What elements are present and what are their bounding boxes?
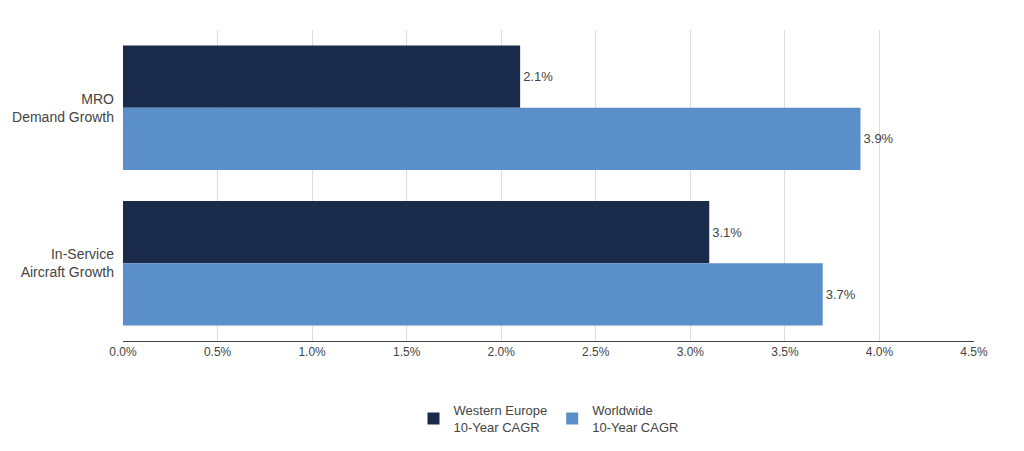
svg-text:Worldwide10-Year CAGR: Worldwide10-Year CAGR — [592, 403, 678, 435]
svg-text:2.5%: 2.5% — [582, 345, 610, 359]
svg-text:1.5%: 1.5% — [393, 345, 421, 359]
svg-text:4.0%: 4.0% — [866, 345, 894, 359]
svg-text:In-ServiceAircraft Growth: In-ServiceAircraft Growth — [21, 246, 115, 280]
svg-text:4.5%: 4.5% — [960, 345, 988, 359]
svg-text:3.7%: 3.7% — [826, 287, 856, 302]
svg-text:2.0%: 2.0% — [488, 345, 516, 359]
svg-text:3.0%: 3.0% — [677, 345, 705, 359]
svg-text:MRODemand Growth: MRODemand Growth — [12, 91, 114, 125]
svg-text:2.1%: 2.1% — [523, 69, 553, 84]
svg-text:3.5%: 3.5% — [771, 345, 799, 359]
svg-text:1.0%: 1.0% — [298, 345, 326, 359]
svg-text:0.5%: 0.5% — [204, 345, 232, 359]
svg-text:Western Europe10-Year CAGR: Western Europe10-Year CAGR — [454, 403, 548, 435]
svg-text:3.1%: 3.1% — [712, 225, 742, 240]
svg-text:3.9%: 3.9% — [864, 131, 894, 146]
svg-text:0.0%: 0.0% — [109, 345, 137, 359]
